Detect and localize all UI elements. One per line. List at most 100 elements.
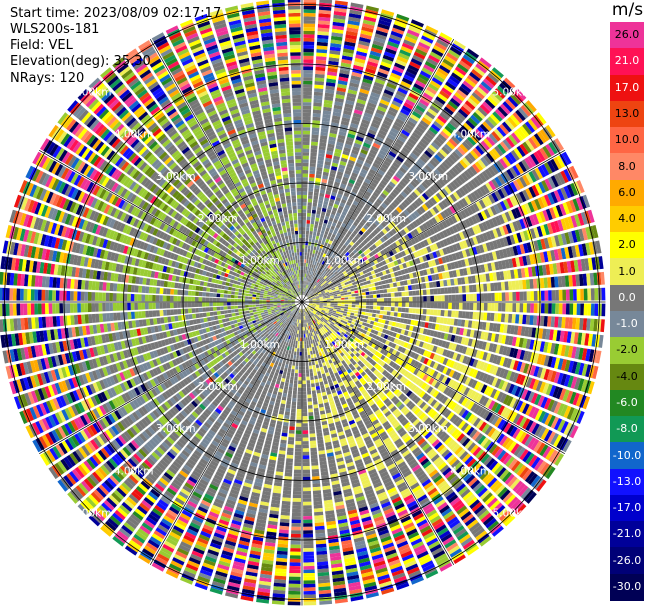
- range-gate: [319, 306, 323, 309]
- range-gate: [571, 245, 577, 258]
- range-gate: [366, 302, 370, 306]
- range-gate: [330, 297, 334, 299]
- range-gate: [493, 464, 504, 476]
- range-gate: [374, 438, 382, 445]
- range-gate: [303, 94, 312, 99]
- range-gate: [357, 255, 363, 260]
- range-gate: [428, 83, 439, 92]
- range-gate: [497, 449, 507, 461]
- range-gate: [412, 432, 421, 441]
- range-gate: [316, 270, 320, 275]
- range-gate: [442, 366, 449, 375]
- range-gate: [342, 176, 349, 182]
- range-gate: [447, 310, 452, 317]
- range-gate: [508, 292, 513, 301]
- range-gate: [444, 197, 452, 206]
- range-gate: [504, 313, 509, 323]
- range-gate: [353, 267, 358, 272]
- range-gate: [509, 181, 518, 193]
- range-gate: [340, 310, 344, 313]
- range-gate: [519, 466, 530, 479]
- range-gate: [480, 453, 490, 464]
- range-gate: [540, 224, 547, 237]
- range-gate: [347, 355, 352, 360]
- range-gate: [395, 537, 407, 545]
- range-gate: [326, 296, 331, 298]
- range-gate: [403, 161, 412, 169]
- range-gate: [367, 209, 374, 216]
- range-gate: [309, 271, 312, 275]
- range-gate: [409, 134, 419, 143]
- range-gate: [543, 251, 549, 263]
- range-gate: [308, 412, 314, 417]
- range-gate: [409, 325, 414, 331]
- range-gate: [376, 26, 389, 34]
- range-gate: [310, 148, 318, 153]
- range-gate: [492, 240, 499, 250]
- range-gate: [359, 509, 370, 516]
- range-gate: [582, 194, 591, 208]
- range-gate: [302, 162, 309, 167]
- range-gate: [490, 262, 496, 271]
- range-gate: [436, 363, 442, 371]
- range-gate: [565, 201, 574, 214]
- range-gate: [407, 29, 420, 38]
- range-gate: [305, 365, 309, 370]
- range-gate: [472, 284, 477, 293]
- range-gate: [363, 523, 374, 530]
- range-gate: [581, 243, 588, 256]
- range-gate: [371, 43, 384, 51]
- range-gate: [471, 379, 478, 389]
- range-gate: [306, 285, 309, 289]
- range-gate: [376, 341, 382, 347]
- range-gate: [334, 303, 338, 306]
- range-gate: [302, 216, 306, 220]
- range-gate: [317, 396, 323, 401]
- range-gate: [319, 304, 324, 307]
- range-gate: [355, 296, 359, 299]
- range-gate: [303, 30, 315, 35]
- range-gate: [307, 315, 310, 319]
- range-gate: [314, 375, 318, 380]
- range-gate: [303, 326, 305, 331]
- range-gate: [499, 368, 506, 378]
- range-gate: [460, 83, 472, 93]
- range-gate: [437, 461, 447, 471]
- range-gate: [371, 145, 379, 153]
- range-gate: [357, 260, 362, 265]
- range-gate: [315, 318, 319, 322]
- range-gate: [477, 487, 488, 498]
- range-gate: [491, 192, 499, 203]
- range-gate: [403, 342, 409, 348]
- range-gate: [318, 6, 332, 11]
- range-gate: [334, 235, 340, 240]
- range-gate: [374, 378, 380, 384]
- range-gate: [534, 167, 544, 180]
- range-gate: [384, 372, 391, 378]
- range-gate: [482, 362, 489, 372]
- range-gate: [303, 70, 313, 74]
- range-gate: [343, 266, 348, 271]
- range-gate: [363, 245, 369, 250]
- range-gate: [388, 321, 393, 326]
- range-gate: [426, 289, 431, 295]
- range-gate: [525, 139, 535, 152]
- range-gate: [321, 284, 325, 288]
- range-gate: [313, 508, 323, 513]
- range-gate: [540, 354, 547, 366]
- range-gate: [475, 393, 483, 403]
- range-gate: [527, 201, 535, 213]
- range-gate: [304, 291, 306, 296]
- range-gate: [403, 522, 415, 530]
- range-gate: [312, 303, 317, 305]
- range-gate: [367, 61, 378, 68]
- range-gate: [383, 219, 390, 226]
- range-gate: [358, 296, 363, 299]
- range-gate: [514, 386, 522, 397]
- range-gate: [517, 107, 529, 119]
- range-gate: [357, 311, 362, 315]
- range-gate: [421, 335, 426, 342]
- range-gate: [440, 310, 445, 317]
- range-gate: [450, 334, 456, 342]
- range-gate: [353, 284, 358, 288]
